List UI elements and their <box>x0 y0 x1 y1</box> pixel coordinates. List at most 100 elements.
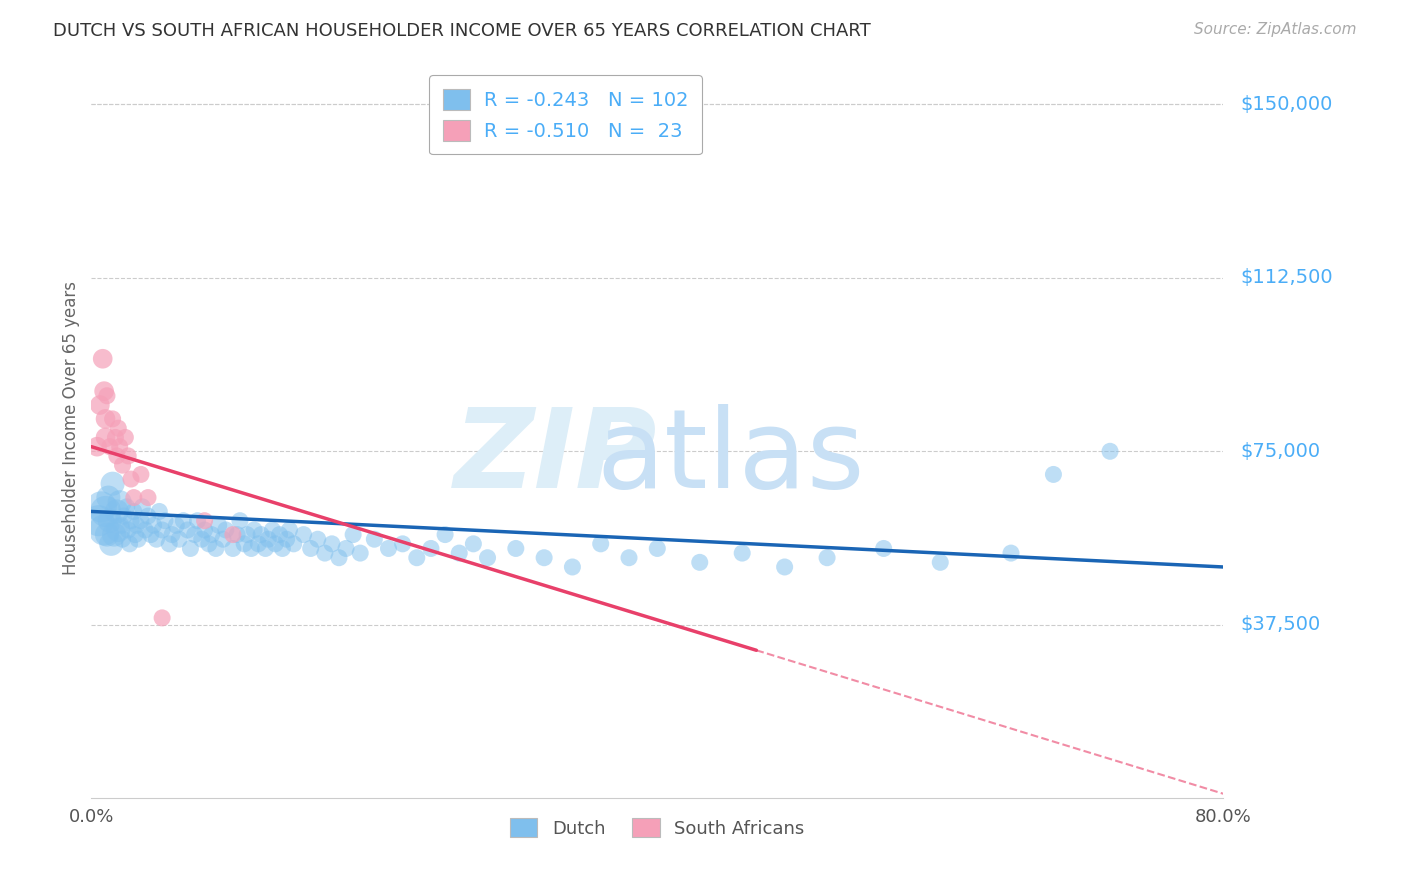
Point <box>617 550 640 565</box>
Point <box>157 537 180 551</box>
Point <box>94 430 117 444</box>
Point <box>139 527 162 541</box>
Point <box>134 523 156 537</box>
Point <box>208 518 231 533</box>
Point <box>314 546 336 560</box>
Point <box>226 527 249 541</box>
Point <box>198 537 221 551</box>
Point <box>136 491 159 505</box>
Point <box>250 527 273 541</box>
Point <box>183 527 205 541</box>
Point <box>117 449 139 463</box>
Point <box>86 440 108 454</box>
Point <box>434 527 457 541</box>
Point <box>247 537 270 551</box>
Point <box>96 389 118 403</box>
Point <box>100 537 122 551</box>
Point <box>405 550 427 565</box>
Point <box>363 532 385 546</box>
Point <box>108 495 131 509</box>
Text: $37,500: $37,500 <box>1240 615 1320 634</box>
Point <box>142 518 165 533</box>
Point <box>215 523 238 537</box>
Point <box>505 541 527 556</box>
Text: $75,000: $75,000 <box>1240 442 1320 461</box>
Point <box>929 555 952 569</box>
Point <box>104 430 127 444</box>
Point <box>111 532 134 546</box>
Point <box>108 440 131 454</box>
Point <box>264 537 287 551</box>
Point <box>307 532 329 546</box>
Text: $150,000: $150,000 <box>1240 95 1333 114</box>
Point <box>125 518 148 533</box>
Point <box>190 532 212 546</box>
Point <box>98 440 121 454</box>
Point <box>120 472 142 486</box>
Point <box>533 550 555 565</box>
Point <box>328 550 350 565</box>
Point <box>276 532 298 546</box>
Point <box>94 412 117 426</box>
Point <box>98 514 121 528</box>
Point <box>127 532 149 546</box>
Point <box>124 527 146 541</box>
Point <box>299 541 322 556</box>
Point <box>240 541 263 556</box>
Point <box>167 532 190 546</box>
Point <box>262 523 284 537</box>
Point <box>107 523 129 537</box>
Point <box>115 500 138 514</box>
Point <box>186 514 208 528</box>
Point <box>1098 444 1121 458</box>
Point <box>222 527 245 541</box>
Point <box>90 500 112 514</box>
Point <box>150 611 173 625</box>
Point <box>165 518 187 533</box>
Point <box>283 537 305 551</box>
Point <box>105 504 128 518</box>
Point <box>321 537 343 551</box>
Point <box>477 550 499 565</box>
Point <box>112 509 135 524</box>
Point <box>122 491 145 505</box>
Text: ZIP: ZIP <box>454 404 657 511</box>
Point <box>731 546 754 560</box>
Text: DUTCH VS SOUTH AFRICAN HOUSEHOLDER INCOME OVER 65 YEARS CORRELATION CHART: DUTCH VS SOUTH AFRICAN HOUSEHOLDER INCOM… <box>53 22 872 40</box>
Point <box>120 514 142 528</box>
Point <box>96 527 118 541</box>
Point <box>193 514 217 528</box>
Point <box>349 546 371 560</box>
Point <box>689 555 711 569</box>
Point <box>122 504 145 518</box>
Point <box>105 449 128 463</box>
Point <box>89 398 111 412</box>
Point <box>233 537 256 551</box>
Point <box>278 523 301 537</box>
Point <box>150 523 173 537</box>
Point <box>271 541 294 556</box>
Point <box>193 523 217 537</box>
Point <box>589 537 612 551</box>
Point <box>222 541 245 556</box>
Point <box>391 537 413 551</box>
Point <box>93 523 115 537</box>
Point <box>1000 546 1022 560</box>
Point <box>153 514 176 528</box>
Point <box>335 541 357 556</box>
Point <box>243 523 266 537</box>
Point <box>176 523 198 537</box>
Point <box>103 527 125 541</box>
Point <box>872 541 894 556</box>
Legend: Dutch, South Africans: Dutch, South Africans <box>503 811 811 845</box>
Point <box>101 412 124 426</box>
Point <box>229 514 252 528</box>
Point <box>269 527 291 541</box>
Point <box>118 537 141 551</box>
Point <box>419 541 441 556</box>
Point <box>205 541 228 556</box>
Point <box>129 514 152 528</box>
Text: Source: ZipAtlas.com: Source: ZipAtlas.com <box>1194 22 1357 37</box>
Point <box>172 514 194 528</box>
Point <box>449 546 471 560</box>
